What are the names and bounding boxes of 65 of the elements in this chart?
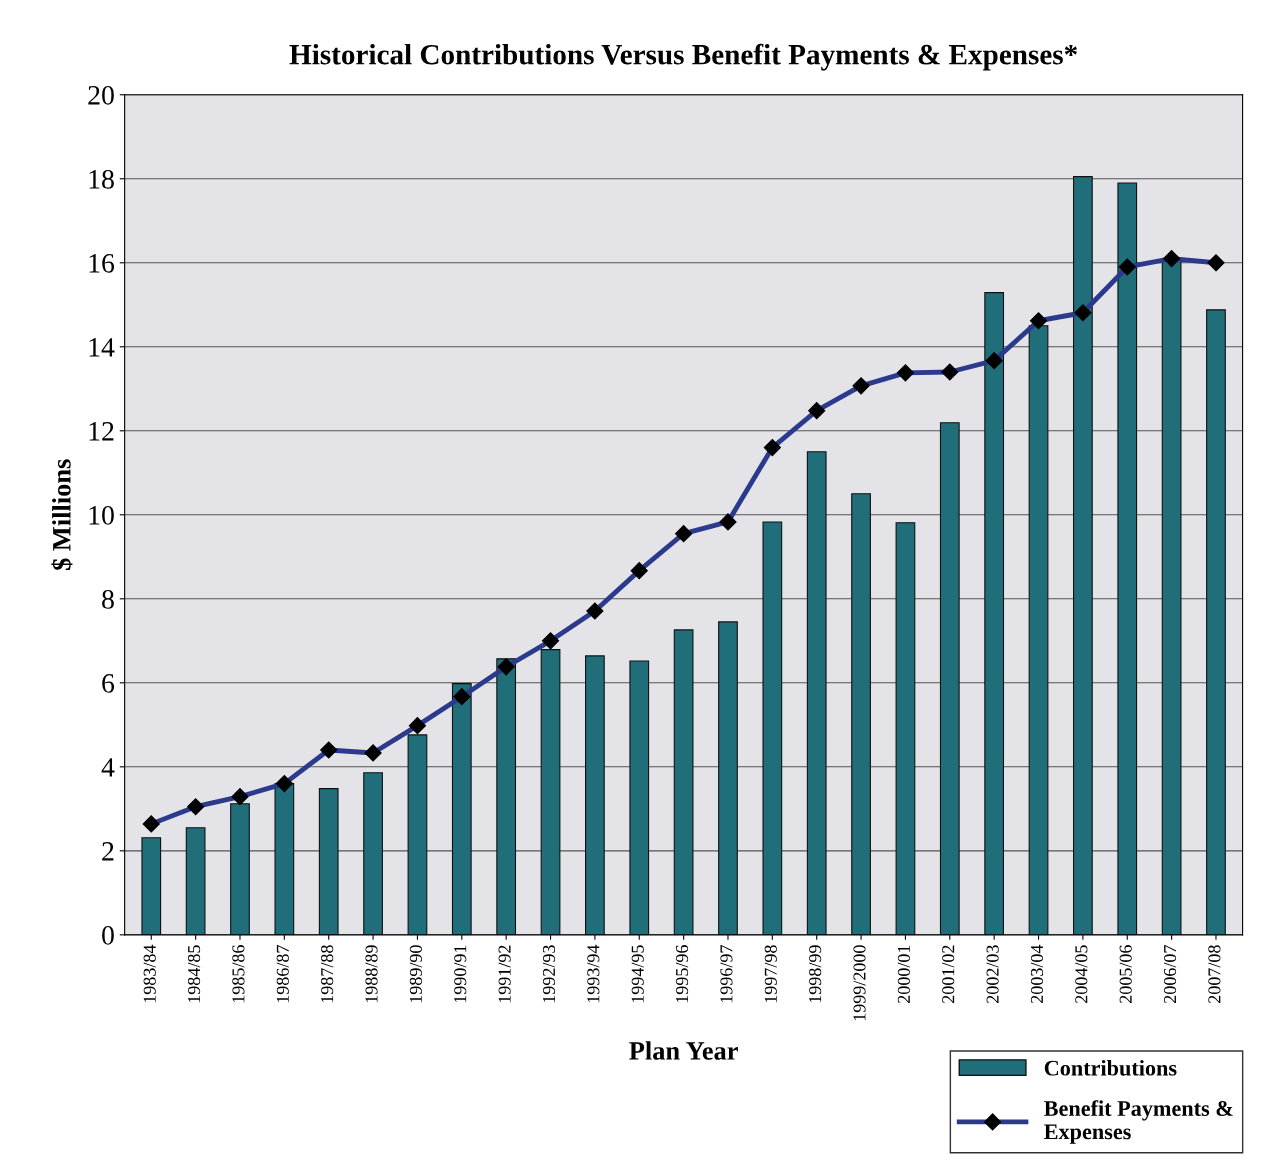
- bar: [141, 837, 162, 935]
- bar: [939, 422, 960, 935]
- y-tick-label: 12: [89, 422, 114, 441]
- x-tick-label: 1999/2000: [853, 945, 866, 1021]
- y-tick-label: 20: [88, 85, 114, 105]
- x-tick-label: 1984/85: [187, 945, 201, 1003]
- legend-label: Benefit Payments & Expenses: [1044, 1100, 1233, 1144]
- x-tick-label: 2007/08: [1208, 945, 1221, 1003]
- x-tick-label: 2005/06: [1119, 945, 1132, 1003]
- x-tick-label: 1993/94: [587, 944, 600, 1003]
- y-tick-label: 8: [102, 589, 114, 609]
- bar: [851, 493, 871, 935]
- bar: [274, 783, 295, 935]
- y-tick-label: 4: [101, 758, 115, 777]
- x-tick-label: 1986/87: [276, 945, 289, 1003]
- bar: [496, 658, 517, 935]
- bar: [629, 660, 650, 935]
- y-tick-label: 18: [89, 169, 114, 189]
- bar: [585, 655, 605, 935]
- y-tick-label: 0: [102, 926, 114, 945]
- x-tick-label: 1996/97: [720, 945, 733, 1003]
- bar: [1206, 309, 1226, 935]
- x-tick-label: 2003/04: [1030, 944, 1044, 1003]
- bar: [984, 292, 1005, 935]
- bar: [318, 788, 339, 935]
- x-tick-label: 1997/98: [764, 945, 777, 1003]
- x-tick-label: 1994/95: [631, 945, 644, 1003]
- bar: [895, 522, 916, 935]
- x-tick-label: 1985/86: [232, 945, 245, 1003]
- x-tick-label: 2000/01: [897, 945, 910, 1003]
- bar: [762, 521, 783, 935]
- legend-label: Contributions: [1044, 1059, 1177, 1076]
- bar: [806, 451, 827, 935]
- x-tick-label: 2001/02: [942, 945, 955, 1003]
- x-tick-label: 2004/05: [1075, 945, 1088, 1003]
- x-tick-label: 1989/90: [409, 945, 422, 1003]
- y-tick-label: 10: [89, 505, 114, 525]
- x-tick-label: 1990/91: [454, 945, 467, 1003]
- x-axis-title: Plan Year: [629, 1041, 738, 1060]
- x-tick-label: 1995/96: [676, 945, 689, 1003]
- y-tick-label: 14: [89, 338, 115, 357]
- x-tick-label: 1998/99: [809, 945, 822, 1003]
- bar: [407, 734, 428, 935]
- x-tick-label: 1988/89: [365, 945, 378, 1003]
- bar: [230, 803, 250, 935]
- x-tick-label: 1983/84: [143, 944, 156, 1003]
- bar: [185, 827, 206, 935]
- y-axis-title: $ Millions: [51, 459, 73, 570]
- bar: [363, 772, 383, 935]
- bar: [1073, 176, 1093, 935]
- y-tick-label: 2: [102, 842, 114, 861]
- bar: [718, 621, 738, 935]
- x-tick-label: 1987/88: [321, 945, 334, 1003]
- y-tick-label: 6: [102, 674, 115, 693]
- bar: [1028, 325, 1049, 935]
- chart-title: Historical Contributions Versus Benefit Payments & Expenses*: [289, 43, 1077, 71]
- bar: [1117, 182, 1138, 935]
- x-tick-label: 1992/93: [542, 945, 556, 1003]
- x-tick-label: 2006/07: [1163, 945, 1177, 1003]
- bar: [451, 683, 472, 935]
- bar: [540, 649, 561, 935]
- y-tick-label: 16: [89, 254, 115, 273]
- x-tick-label: 2002/03: [986, 945, 999, 1003]
- x-tick-label: 1991/92: [498, 945, 511, 1003]
- bar: [673, 629, 694, 935]
